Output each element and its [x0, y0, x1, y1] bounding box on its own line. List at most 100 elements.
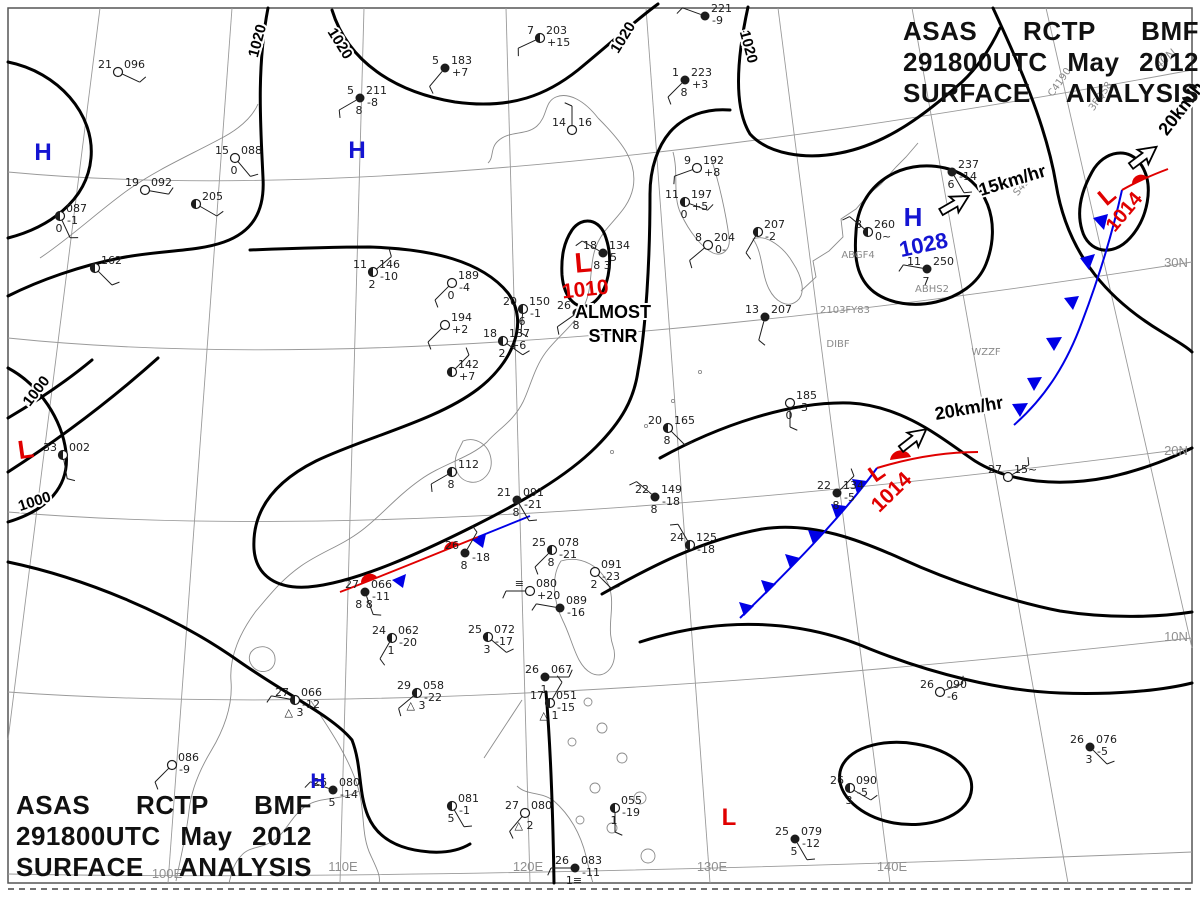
station-pressure: 150	[529, 295, 550, 308]
wind-barb-feather	[745, 252, 752, 260]
wind-barb	[398, 695, 414, 709]
station-plot: 21 096	[98, 58, 147, 83]
station-circle-half	[447, 467, 452, 477]
station-weather: 5	[329, 796, 336, 809]
wind-barb	[376, 256, 392, 270]
station-circle	[702, 239, 714, 251]
station-circle	[598, 248, 608, 258]
station-pressure: 197	[691, 188, 712, 201]
island-philippine	[583, 697, 593, 707]
station-dewpoint: -9	[179, 763, 190, 776]
station-plot: 26 080-14 5	[304, 776, 360, 809]
wind-barb	[506, 343, 523, 356]
station-plot: 19 092	[125, 176, 174, 196]
meridian-120e	[505, 7, 531, 884]
isobar-value-label: 1020	[245, 23, 270, 60]
station-plot: 22 149-18 8	[629, 481, 682, 516]
high-pressure-symbol: H	[348, 137, 365, 164]
wind-barb	[667, 82, 683, 98]
station-plot: 24 062-20 1	[372, 624, 419, 666]
station-temp: 22	[635, 483, 649, 496]
wind-barb	[149, 190, 169, 195]
station-plot: 17 051-15△ 1	[530, 675, 577, 722]
station-dewpoint: -20	[399, 636, 417, 649]
station-pressure: 194	[451, 311, 472, 324]
wind-barb-feather	[509, 831, 514, 839]
station-circle	[570, 863, 580, 873]
island-honshu	[800, 142, 919, 292]
pressure-center-value: 1010	[561, 276, 610, 304]
meridian-130e	[645, 7, 711, 884]
wind-barb	[338, 99, 357, 111]
annotation-label: 15km/hr	[976, 161, 1048, 200]
station-weather: 8	[448, 478, 455, 491]
station-temp: 27	[275, 686, 289, 699]
station-temp: 8	[695, 231, 702, 244]
station-dewpoint: +8	[704, 166, 720, 179]
wind-barb-feather	[528, 519, 538, 522]
cold-front-triangle	[1080, 254, 1095, 270]
station-temp: 15	[215, 144, 229, 157]
cold-front-triangle	[1093, 214, 1108, 230]
isobar	[6, 358, 94, 420]
station-weather: 8	[548, 556, 555, 569]
station-dewpoint: -21	[559, 548, 577, 561]
island-ryukyu	[609, 449, 615, 455]
station-dewpoint: +15	[547, 36, 570, 49]
station-circle-half	[447, 801, 452, 811]
wind-barb	[454, 354, 470, 370]
parallel-20n	[7, 447, 1193, 522]
title-line-type: SURFACE ANALYSIS	[16, 852, 312, 882]
station-pressure: 062	[398, 624, 419, 637]
station-temp: 11	[353, 258, 367, 271]
coastline-korea	[672, 151, 730, 255]
coastline-china	[175, 117, 635, 882]
station-pressure: 087	[66, 202, 87, 215]
station-circle	[832, 488, 842, 498]
wind-barb	[97, 270, 113, 286]
station-circle-half	[58, 450, 63, 460]
station-circle-half	[610, 803, 615, 813]
wind-barb	[534, 552, 550, 568]
wind-barb-feather	[506, 648, 514, 653]
station-pressure: 079	[801, 825, 822, 838]
station-dewpoint: -5	[1097, 745, 1108, 758]
station-plot: 237-14 6	[947, 158, 979, 194]
wind-barb	[427, 327, 443, 343]
isobar	[991, 6, 1194, 354]
station-plot: 21 091-21 8	[497, 486, 544, 522]
station-circle	[566, 124, 578, 136]
station-dewpoint: 0-	[715, 243, 726, 256]
station-circle	[784, 397, 796, 409]
wind-barb-feather	[962, 675, 964, 684]
wind-barb-feather	[502, 590, 507, 599]
station-temp: 27	[345, 578, 359, 591]
stationary-front-line-cold	[477, 515, 531, 538]
station-weather: 5	[791, 845, 798, 858]
coastline-indochina	[228, 700, 380, 884]
wind-barb	[310, 781, 329, 789]
lat-label: 20N	[1164, 443, 1188, 458]
station-weather: 8	[664, 434, 671, 447]
wind-barb-feather	[111, 281, 120, 286]
station-dewpoint: -14	[959, 170, 977, 183]
station-plot: 11 146-10 2	[353, 248, 400, 291]
station-circle-half	[90, 263, 95, 273]
layer-fronts	[339, 168, 1169, 619]
station-plot: 26 076-5 3	[1070, 733, 1117, 766]
station-dewpoint: -12	[302, 698, 320, 711]
station-weather: 0	[786, 409, 793, 422]
station-dewpoint: 5	[610, 251, 617, 264]
title-line-datetime: 291800UTC May 2012	[16, 821, 312, 851]
isobar	[544, 690, 556, 885]
wind-barb	[520, 313, 524, 333]
wind-barb-feather	[758, 339, 766, 346]
wind-barb-feather	[463, 825, 473, 828]
wind-barb	[944, 683, 963, 691]
isobar	[737, 5, 1002, 158]
high-pressure-symbol: H	[34, 139, 51, 166]
wind-barb	[796, 842, 808, 861]
station-temp: 21	[497, 486, 511, 499]
wind-barb-feather	[673, 176, 675, 185]
